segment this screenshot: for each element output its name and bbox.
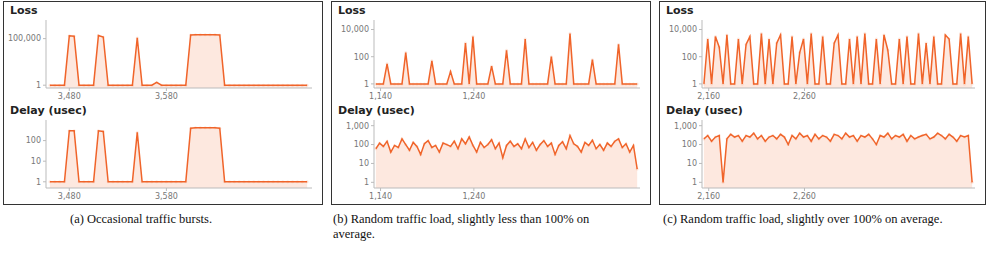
svg-text:10,000: 10,000 <box>341 25 369 34</box>
svg-text:10,000: 10,000 <box>669 25 697 34</box>
svg-text:1,140: 1,140 <box>369 92 392 101</box>
svg-text:1: 1 <box>364 178 369 187</box>
svg-text:1: 1 <box>692 80 697 89</box>
html-text:Loss: Loss <box>666 4 694 17</box>
svg-text:3,480: 3,480 <box>58 92 81 101</box>
svg-text:100: 100 <box>682 140 697 149</box>
svg-text:100: 100 <box>26 136 41 145</box>
svg-text:100: 100 <box>354 140 369 149</box>
svg-text:1: 1 <box>364 80 369 89</box>
svg-text:10: 10 <box>31 157 41 166</box>
svg-text:1,240: 1,240 <box>462 192 485 201</box>
svg-text:100,000: 100,000 <box>8 34 41 43</box>
svg-text:2,260: 2,260 <box>793 92 816 101</box>
svg-text:2,260: 2,260 <box>793 192 816 201</box>
html-text:Delay (usec): Delay (usec) <box>666 104 743 117</box>
html-text:Delay (usec): Delay (usec) <box>10 104 87 117</box>
svg-text:1,140: 1,140 <box>369 192 392 201</box>
html-text:(a) Occasional traffic bursts.: (a) Occasional traffic bursts. <box>70 212 213 226</box>
svg-text:3,480: 3,480 <box>58 192 81 201</box>
html-text:Loss: Loss <box>338 4 366 17</box>
html-text:(c) Random traffic load, sligh: (c) Random traffic load, slightly over 1… <box>663 212 943 226</box>
svg-text:1: 1 <box>36 178 41 187</box>
svg-text:1,000: 1,000 <box>346 122 369 131</box>
svg-text:100: 100 <box>682 53 697 62</box>
html-text:Loss: Loss <box>10 4 38 17</box>
svg-text:2,160: 2,160 <box>697 192 720 201</box>
html-text:(b) Random traffic load, sligh: (b) Random traffic load, slightly less t… <box>333 212 590 241</box>
html-text:Delay (usec): Delay (usec) <box>338 104 415 117</box>
svg-text:10: 10 <box>687 159 697 168</box>
svg-text:1,000: 1,000 <box>674 122 697 131</box>
svg-text:1: 1 <box>36 81 41 90</box>
svg-text:3,580: 3,580 <box>155 92 178 101</box>
svg-text:1: 1 <box>692 178 697 187</box>
svg-text:3,580: 3,580 <box>155 192 178 201</box>
svg-text:1,240: 1,240 <box>462 92 485 101</box>
svg-text:100: 100 <box>354 53 369 62</box>
svg-text:10: 10 <box>359 159 369 168</box>
svg-text:2,160: 2,160 <box>697 92 720 101</box>
